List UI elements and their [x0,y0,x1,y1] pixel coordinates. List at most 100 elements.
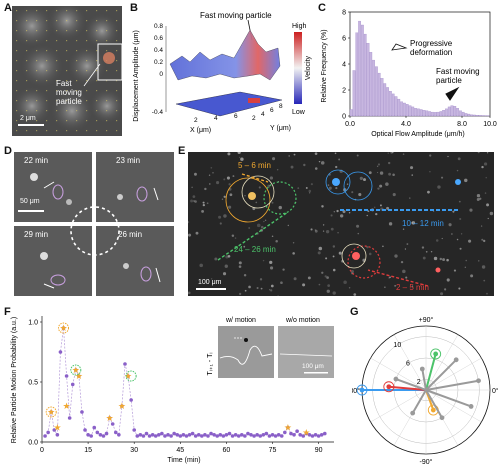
f-point [166,433,170,437]
vector-dot [76,60,78,62]
g-vector-end [468,404,474,409]
e-speck [293,277,297,281]
f-star: ★ [63,401,71,411]
g-vector [388,385,427,391]
c-ylabel: Relative Frequency (%) [321,29,328,102]
panel-letter-g: G [350,306,359,318]
f-point [160,431,164,436]
f-point [181,433,186,437]
e-speck [478,260,480,262]
c-ytick-label: 4 [342,62,346,69]
vector-dot [16,90,18,92]
c-bar [450,105,454,117]
f-point [252,434,256,438]
b-colorbar-title: Velocity [305,55,312,80]
e-speck [309,192,311,194]
vector-dot [106,130,108,132]
vector-dot [46,20,48,22]
e-speck [193,200,195,202]
g-radial-label: 2 [417,379,421,386]
f-inset-left-label: w/ motion [225,317,256,324]
e-speck [429,154,432,157]
e-speck [256,287,259,290]
e-speck [476,198,480,201]
f-xtick-label: 15 [84,447,92,454]
e-speck [422,256,426,260]
vector-dot [16,120,18,122]
e-speck [336,209,339,213]
vector-dot [26,100,28,102]
c-bar [475,115,479,117]
panel-d-frame-2: 23 min [96,152,174,222]
b-zlabel: Displacement Amplitude (μm) [133,30,140,122]
e-arrow-green [217,211,289,261]
f-point [224,433,229,437]
e-speck [332,245,336,248]
e-speck [317,251,321,255]
e-speck [353,293,357,296]
f-point [270,433,275,437]
vector-dot [36,100,38,102]
e-speck [486,203,490,207]
pointer-arrow [83,63,101,87]
e-speck [469,208,473,212]
e-speck [238,156,241,159]
e-speck [456,169,459,172]
c-bar [369,52,373,117]
vector-dot [26,40,28,42]
c-ticks: 0.0 4.0 8.0 10.0 0 2 4 6 8 [342,10,497,129]
c-bar [467,113,471,117]
e-speck [394,285,396,287]
g-vector-end [359,387,365,393]
e-speck [459,217,462,221]
vector-dot [16,10,18,12]
c-bar [470,114,473,117]
vector-dot [86,80,88,82]
f-point [147,434,152,438]
f-point [184,434,189,438]
vector-dot [66,50,68,52]
vector-dot [96,130,98,132]
vector-dot [116,40,118,42]
vector-dot [66,60,68,62]
c-bar [355,32,359,117]
e-speck [278,205,282,210]
e-speck [208,183,211,185]
vector-dot [96,10,98,12]
f-point [261,433,266,437]
e-speck [269,176,274,180]
e-speck [460,233,463,235]
f-point [310,434,315,438]
e-speck [270,289,273,292]
f-highlight [58,322,70,334]
vector-dot [36,10,38,12]
e-speck [377,163,381,166]
f-point [144,431,149,436]
c-ytick-label: 0 [342,114,346,121]
panel-d-frame-3: 29 min [14,226,92,296]
b-ytick-label: 2 [252,115,256,122]
g-labels: +90° 0° -90° ±180° 2 6 10 [352,316,498,466]
e-speck [226,176,230,180]
f-highlight [125,370,137,382]
vector-dot [56,60,58,62]
c-bar [375,66,378,117]
e-speck [244,289,247,292]
e-label-orange: 5 – 6 min [238,161,271,170]
vector-dot [76,70,78,72]
e-circle-blue-1 [325,169,351,195]
vector-dot [16,110,18,112]
e-speck [441,237,443,240]
vector-dot [56,30,58,32]
d-time-2: 23 min [116,156,141,165]
f-point [61,326,66,330]
vector-dot [46,50,48,52]
f-point [117,433,121,437]
vector-dot [56,20,58,22]
inset-box [97,43,122,81]
vector-dot [116,10,118,12]
e-speck [390,152,393,154]
e-speck [486,292,488,295]
vector-dot [86,70,88,72]
